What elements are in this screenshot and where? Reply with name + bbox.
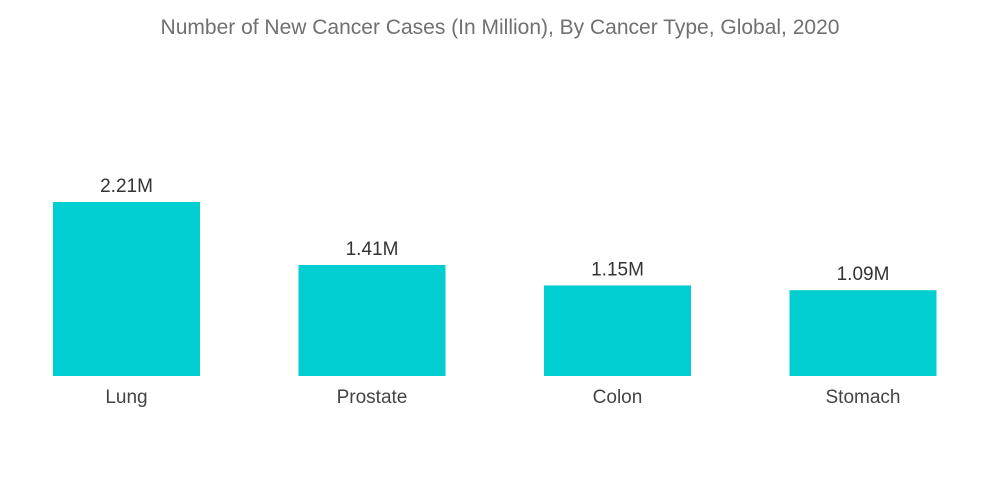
data-label-lung: 2.21M	[100, 176, 153, 197]
data-label-stomach: 1.09M	[837, 264, 890, 285]
data-label-colon: 1.15M	[591, 259, 644, 280]
bar-stomach	[789, 290, 937, 376]
data-label-prostate: 1.41M	[346, 239, 399, 260]
category-label-colon: Colon	[593, 387, 643, 408]
chart-title: Number of New Cancer Cases (In Million),…	[160, 16, 840, 39]
category-label-stomach: Stomach	[826, 387, 901, 408]
bar-prostate	[298, 264, 446, 376]
category-label-lung: Lung	[105, 387, 147, 408]
bar-lung	[53, 202, 200, 376]
bar-colon	[544, 285, 691, 376]
category-label-prostate: Prostate	[337, 387, 408, 408]
